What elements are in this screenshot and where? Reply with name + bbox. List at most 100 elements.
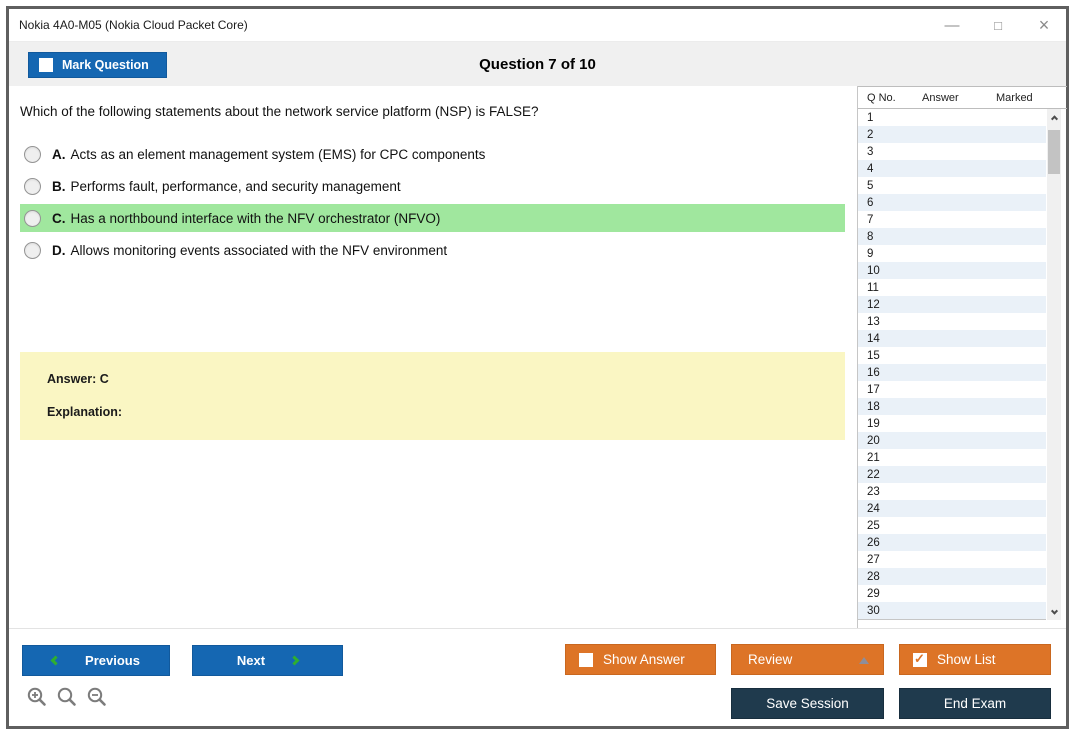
question-list-row[interactable]: 18 — [858, 398, 1046, 415]
previous-button[interactable]: Previous — [22, 645, 170, 676]
question-area: Which of the following statements about … — [9, 86, 857, 628]
column-header-answer: Answer — [922, 92, 959, 104]
show-answer-label: Show Answer — [603, 652, 685, 667]
radio-button[interactable] — [24, 145, 41, 163]
question-list-row[interactable]: 30 — [858, 602, 1046, 619]
chevron-up-icon — [1050, 114, 1058, 122]
minimize-button[interactable]: — — [944, 17, 960, 34]
question-list-row[interactable]: 24 — [858, 500, 1046, 517]
show-answer-button[interactable]: Show Answer — [565, 644, 716, 675]
save-session-button[interactable]: Save Session — [731, 688, 884, 719]
option-letter: D. — [52, 242, 66, 258]
question-list-scrollbar[interactable] — [1047, 109, 1061, 620]
question-list-row[interactable]: 26 — [858, 534, 1046, 551]
review-dropdown-button[interactable]: Review — [731, 644, 884, 675]
question-number: 2 — [867, 128, 874, 141]
question-list-panel: Q No. Answer Marked 1 2 3 4 5 6 7 8 9 10 11 12 13 14 1… — [857, 86, 1067, 629]
question-header-strip: Question 7 of 10 Mark Question — [9, 42, 1066, 86]
option-row-a[interactable]: A. Acts as an element management system (… — [20, 140, 845, 168]
question-list-row[interactable]: 10 — [858, 262, 1046, 279]
check-icon: ✓ — [914, 650, 925, 666]
option-row-d[interactable]: D. Allows monitoring events associated wi… — [20, 236, 845, 264]
end-exam-button[interactable]: End Exam — [899, 688, 1051, 719]
option-letter: B. — [52, 178, 66, 194]
question-list-row[interactable]: 9 — [858, 245, 1046, 262]
next-button[interactable]: Next — [192, 645, 343, 676]
option-row-b[interactable]: B. Performs fault, performance, and secur… — [20, 172, 845, 200]
review-label: Review — [748, 652, 793, 667]
scroll-up-button[interactable] — [1047, 109, 1061, 125]
option-text: Allows monitoring events associated with… — [70, 242, 448, 258]
question-list-row[interactable]: 11 — [858, 279, 1046, 296]
question-number: 26 — [867, 536, 880, 549]
question-number: 29 — [867, 587, 880, 600]
question-list-row[interactable]: 2 — [858, 126, 1046, 143]
question-list-row[interactable]: 5 — [858, 177, 1046, 194]
question-number: 23 — [867, 485, 880, 498]
question-list-row[interactable]: 12 — [858, 296, 1046, 313]
question-list-row[interactable]: 4 — [858, 160, 1046, 177]
options-list: A. Acts as an element management system (… — [9, 140, 845, 268]
question-number: 7 — [867, 213, 874, 226]
question-list-header: Q No. Answer Marked — [858, 86, 1067, 109]
radio-button[interactable] — [24, 241, 41, 259]
zoom-out-icon[interactable] — [86, 686, 108, 708]
zoom-reset-icon[interactable] — [56, 686, 78, 708]
question-list: 1 2 3 4 5 6 7 8 9 10 11 12 13 14 15 16 17 18 19 20 21 22 23 24 2… — [858, 109, 1046, 620]
question-list-row[interactable]: 21 — [858, 449, 1046, 466]
app-window: Nokia 4A0-M05 (Nokia Cloud Packet Core) … — [6, 6, 1069, 729]
window-title: Nokia 4A0-M05 (Nokia Cloud Packet Core) — [19, 18, 248, 32]
option-row-c[interactable]: C. Has a northbound interface with the NF… — [20, 204, 845, 232]
question-list-row[interactable]: 29 — [858, 585, 1046, 602]
mark-question-checkbox[interactable] — [39, 58, 53, 72]
question-list-row[interactable]: 8 — [858, 228, 1046, 245]
question-number: 3 — [867, 145, 874, 158]
scrollbar-thumb[interactable] — [1048, 130, 1060, 174]
question-number: 11 — [867, 281, 879, 294]
question-list-row[interactable]: 6 — [858, 194, 1046, 211]
question-list-row[interactable]: 17 — [858, 381, 1046, 398]
question-number: 20 — [867, 434, 880, 447]
zoom-toolbar — [26, 686, 108, 708]
question-list-row[interactable]: 19 — [858, 415, 1046, 432]
zoom-in-icon[interactable] — [26, 686, 48, 708]
question-number: 27 — [867, 553, 880, 566]
question-list-row[interactable]: 3 — [858, 143, 1046, 160]
maximize-button[interactable]: □ — [994, 18, 1002, 33]
question-list-row[interactable]: 16 — [858, 364, 1046, 381]
question-list-row[interactable]: 14 — [858, 330, 1046, 347]
question-list-row[interactable]: 7 — [858, 211, 1046, 228]
close-button[interactable]: × — [1038, 15, 1050, 35]
question-number: 6 — [867, 196, 874, 209]
scroll-down-button[interactable] — [1047, 604, 1061, 620]
question-number: 21 — [867, 451, 880, 464]
show-list-checkbox[interactable]: ✓ — [913, 650, 927, 667]
question-list-row[interactable]: 23 — [858, 483, 1046, 500]
question-text: Which of the following statements about … — [20, 104, 539, 119]
question-list-row[interactable]: 1 — [858, 109, 1046, 126]
question-list-row[interactable]: 22 — [858, 466, 1046, 483]
question-list-row[interactable]: 13 — [858, 313, 1046, 330]
question-list-row[interactable]: 28 — [858, 568, 1046, 585]
question-list-row[interactable]: 15 — [858, 347, 1046, 364]
question-number: 4 — [867, 162, 874, 175]
question-number: 10 — [867, 264, 880, 277]
show-answer-checkbox[interactable] — [579, 652, 593, 667]
question-list-row[interactable]: 25 — [858, 517, 1046, 534]
question-list-row[interactable]: 27 — [858, 551, 1046, 568]
radio-button[interactable] — [24, 177, 41, 195]
question-list-row[interactable]: 20 — [858, 432, 1046, 449]
chevron-left-icon — [50, 655, 61, 666]
question-number: 18 — [867, 400, 880, 413]
mark-question-button[interactable]: Mark Question — [28, 52, 167, 78]
show-list-button[interactable]: ✓ Show List — [899, 644, 1051, 675]
question-number: 15 — [867, 349, 880, 362]
question-number: 24 — [867, 502, 880, 515]
question-number: 22 — [867, 468, 880, 481]
question-number: 16 — [867, 366, 880, 379]
explanation-label: Explanation: — [47, 405, 123, 419]
question-counter: Question 7 of 10 — [479, 55, 596, 73]
save-session-label: Save Session — [766, 696, 849, 711]
radio-button[interactable] — [24, 209, 41, 227]
